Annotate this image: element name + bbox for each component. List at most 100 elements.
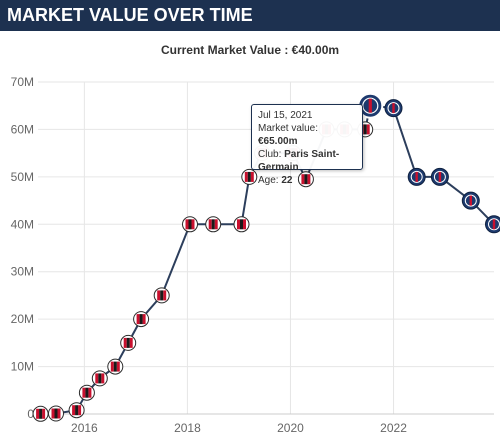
milan-crest-stripe xyxy=(250,171,254,182)
data-point-milan xyxy=(133,311,150,328)
milan-crest-stripe xyxy=(36,408,40,419)
data-point-milan xyxy=(205,216,222,233)
milan-crest-stripe xyxy=(363,124,367,135)
x-tick-label: 2016 xyxy=(71,421,98,435)
milan-crest-stripe xyxy=(54,408,58,419)
psg-crest-ring xyxy=(433,170,446,183)
data-point-psg xyxy=(430,167,449,186)
tooltip-value-label: Market value: xyxy=(258,123,319,134)
data-point-milan xyxy=(182,216,198,233)
tooltip-value: €65.00m xyxy=(258,136,298,147)
milan-crest-stripe xyxy=(142,314,146,325)
psg-crest-stripe xyxy=(392,103,395,114)
milan-crest-stripe xyxy=(116,361,120,372)
psg-crest-stripe xyxy=(469,195,472,206)
psg-crest-stripe xyxy=(438,171,442,182)
milan-crest-stripe xyxy=(42,408,46,419)
milan-crest-stripe xyxy=(185,219,189,230)
milan-crest-stripe xyxy=(101,373,105,384)
psg-crest-ring xyxy=(464,194,477,207)
data-point-milan xyxy=(91,370,108,387)
milan-crest-stripe xyxy=(51,408,55,419)
milan-crest-stripe xyxy=(98,373,102,384)
data-point-milan xyxy=(297,171,314,188)
milan-crest-stripe xyxy=(244,171,248,182)
milan-crest-stripe xyxy=(113,361,117,372)
milan-crest-stripe xyxy=(129,337,133,348)
x-tick-label: 2020 xyxy=(277,421,304,435)
y-tick-label: 50M xyxy=(11,170,34,184)
milan-crest-stripe xyxy=(39,408,43,419)
milan-crest-stripe xyxy=(240,219,243,230)
milan-crest-stripe xyxy=(211,219,215,230)
data-point-milan xyxy=(153,287,170,304)
milan-crest-stripe xyxy=(301,174,305,185)
psg-crest-stripe xyxy=(492,219,496,230)
milan-crest-stripe xyxy=(304,174,308,185)
milan-crest-stripe xyxy=(160,290,164,301)
psg-crest-stripe xyxy=(368,98,372,113)
data-point-psg xyxy=(485,215,500,234)
y-tick-label: 40M xyxy=(11,217,34,231)
milan-crest-stripe xyxy=(95,373,99,384)
milan-crest-stripe xyxy=(307,174,311,185)
tooltip-value-row: Market value: €65.00m xyxy=(258,122,356,148)
y-tick-label: 20M xyxy=(11,312,34,326)
milan-crest-stripe xyxy=(237,219,240,230)
milan-crest-stripe xyxy=(191,219,195,230)
milan-crest-stripe xyxy=(247,171,251,182)
milan-crest-stripe xyxy=(188,219,192,230)
axis-layer: 0 10M 20M 30M 40M 50M 60M 70M 2016 2018 2020 2022 xyxy=(11,75,494,435)
data-point-milan xyxy=(120,334,137,351)
milan-crest-stripe xyxy=(208,219,212,230)
milan-crest-stripe xyxy=(110,361,114,372)
milan-crest-stripe xyxy=(136,314,140,325)
milan-crest-stripe xyxy=(126,337,130,348)
header-title: MARKET VALUE OVER TIME xyxy=(7,5,253,25)
milan-crest-stripe xyxy=(82,387,86,398)
milan-crest-stripe xyxy=(75,405,79,416)
chart-tooltip: Jul 15, 2021 Market value: €65.00m Club:… xyxy=(251,104,363,186)
milan-crest-stripe xyxy=(57,408,61,419)
milan-crest-stripe xyxy=(85,387,89,398)
y-tick-label: 0 xyxy=(27,407,34,421)
tooltip-age: 22 xyxy=(281,175,293,186)
section-header: MARKET VALUE OVER TIME xyxy=(0,0,500,31)
tooltip-club-label: Club: xyxy=(258,149,282,160)
psg-crest-stripe xyxy=(415,171,418,182)
milan-crest-stripe xyxy=(123,337,127,348)
y-tick-label: 60M xyxy=(11,122,34,136)
tooltip-age-row: Age: 22 xyxy=(258,174,356,187)
milan-crest-stripe xyxy=(243,219,246,230)
data-point-psg xyxy=(461,191,480,210)
psg-crest-ring xyxy=(387,102,400,115)
y-tick-label: 10M xyxy=(11,360,34,374)
y-tick-label: 70M xyxy=(11,75,34,89)
x-tick-label: 2022 xyxy=(380,421,407,435)
milan-crest-stripe xyxy=(366,124,370,135)
tooltip-date: Jul 15, 2021 xyxy=(258,110,313,121)
y-tick-label: 30M xyxy=(11,265,34,279)
data-point-psg xyxy=(407,167,426,186)
chart-subtitle: Current Market Value : €40.00m xyxy=(160,43,340,57)
milan-crest-stripe xyxy=(78,405,82,416)
data-point-milan xyxy=(233,216,250,233)
tooltip-club: Paris Saint-Germain xyxy=(258,149,340,173)
psg-crest-ring xyxy=(410,170,423,183)
tooltip-club-row: Club: Paris Saint-Germain xyxy=(258,148,356,174)
milan-crest-stripe xyxy=(88,387,92,398)
data-point-milan xyxy=(48,405,64,422)
milan-crest-stripe xyxy=(157,290,161,301)
milan-crest-stripe xyxy=(139,314,143,325)
milan-crest-stripe xyxy=(72,405,76,416)
data-point-milan xyxy=(32,405,49,422)
tooltip-age-label: Age: xyxy=(258,175,279,186)
data-point-milan xyxy=(78,384,95,401)
psg-crest-icon xyxy=(485,215,500,234)
data-point-milan xyxy=(107,358,124,375)
milan-crest-stripe xyxy=(214,219,218,230)
x-tick-label: 2018 xyxy=(174,421,201,435)
data-point-milan xyxy=(241,168,258,185)
data-point-milan xyxy=(68,402,85,419)
